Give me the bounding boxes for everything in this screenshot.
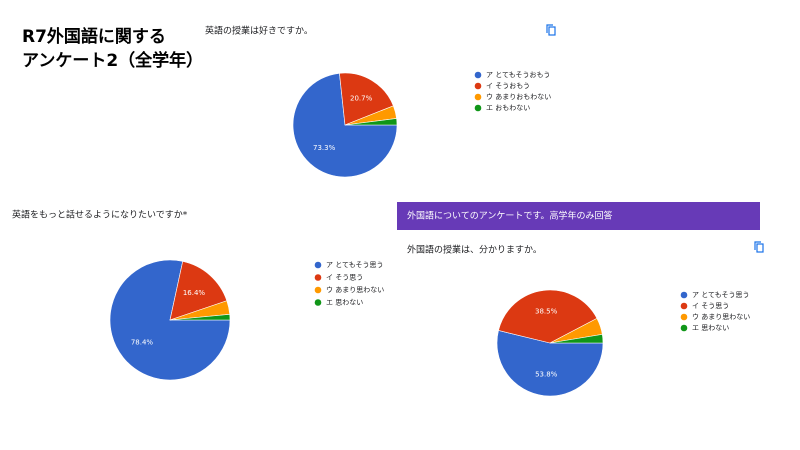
- pie-slice: [549, 334, 604, 344]
- chart-title: 外国語の授業は、分かりますか。: [407, 244, 542, 256]
- legend-swatch: [680, 313, 688, 321]
- legend-swatch: [474, 82, 482, 90]
- legend-label: エ 思わない: [326, 299, 363, 307]
- banner: 外国語についてのアンケートです。高学年のみ回答: [407, 210, 612, 222]
- chart-title: 英語をもっと話せるようになりたいですか*: [12, 209, 188, 221]
- legend-swatch: [314, 274, 322, 281]
- legend-swatch: [680, 302, 688, 310]
- legend-swatch: [680, 291, 688, 299]
- pie-slice: [339, 72, 394, 126]
- chart-title: 英語の授業は好きですか。: [205, 25, 313, 37]
- page-title: アンケート2（全学年）: [22, 50, 203, 71]
- legend-label: エ おもわない: [486, 104, 530, 112]
- value-label: 73.3%: [313, 144, 336, 152]
- legend-swatch: [314, 299, 322, 306]
- banner-bg: [397, 202, 760, 230]
- value-label: 53.8%: [535, 371, 558, 379]
- legend-label: ア とてもそう思う: [692, 291, 750, 299]
- legend-label: イ そう思う: [692, 302, 729, 310]
- value-label: 16.4%: [183, 289, 206, 297]
- legend-swatch: [474, 93, 482, 101]
- pie-slice: [498, 289, 598, 344]
- page-title: R7外国語に関する: [22, 26, 166, 47]
- legend-swatch: [680, 324, 688, 332]
- legend-label: ア とてもそうおもう: [486, 71, 550, 79]
- legend-swatch: [314, 286, 322, 294]
- copy-icon[interactable]: [754, 241, 764, 253]
- value-label: 20.7%: [350, 94, 373, 102]
- legend-label: エ 思わない: [692, 324, 729, 332]
- pie-slice: [109, 259, 231, 381]
- pie-slice: [169, 314, 231, 321]
- legend-label: ウ あまり思わない: [692, 313, 750, 321]
- value-label: 78.4%: [131, 339, 154, 347]
- pie-slice: [344, 118, 398, 126]
- legend-label: ア とてもそう思う: [326, 261, 384, 269]
- legend-label: イ そうおもう: [486, 82, 530, 90]
- legend-label: ウ あまりおもわない: [486, 93, 551, 101]
- legend-label: ウ あまり思わない: [326, 286, 384, 294]
- legend-label: イ そう思う: [326, 274, 363, 282]
- legend-swatch: [474, 71, 482, 79]
- legend-swatch: [314, 261, 322, 269]
- value-label: 38.5%: [535, 307, 558, 315]
- legend-swatch: [474, 104, 482, 112]
- copy-icon[interactable]: [546, 24, 556, 36]
- pie-slice: [496, 330, 604, 397]
